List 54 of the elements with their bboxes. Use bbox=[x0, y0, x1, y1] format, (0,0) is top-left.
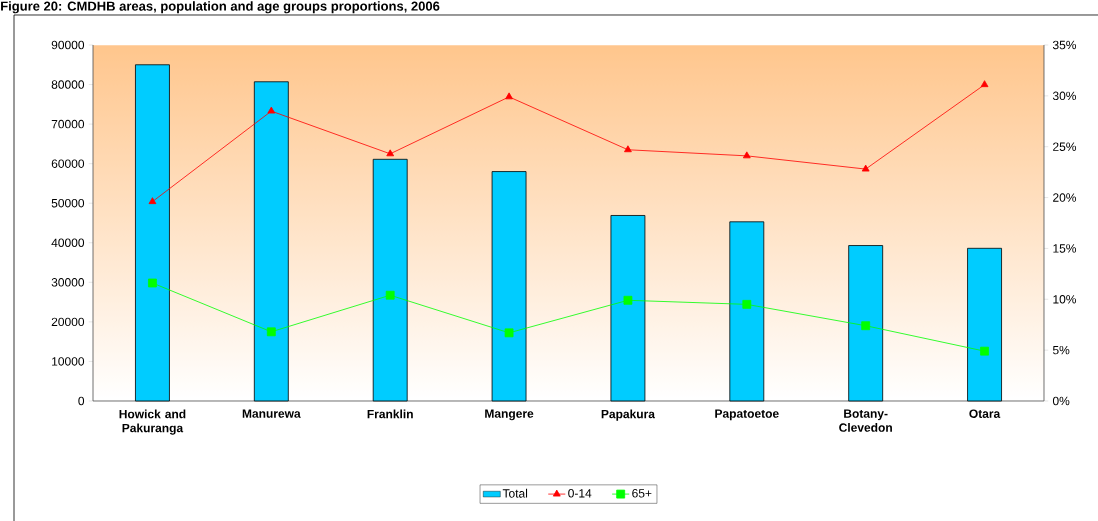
x-tick-label: Botany-Clevedon bbox=[839, 409, 892, 432]
bar bbox=[729, 221, 765, 402]
bar bbox=[253, 81, 289, 402]
chart-title: Figure 20: CMDHB areas, population and age groups proportions, 2006 bbox=[1, 1, 440, 14]
point bbox=[980, 80, 989, 88]
y-tick-label: 80000 bbox=[51, 80, 85, 89]
x-tick-label: Papatoetoe bbox=[715, 409, 779, 421]
legend-label: Total bbox=[502, 488, 528, 498]
y-tick-label: 70000 bbox=[51, 119, 85, 129]
y2-tick-label: 25% bbox=[1053, 142, 1077, 151]
y-tick-label: 60000 bbox=[51, 159, 85, 168]
point bbox=[267, 106, 276, 114]
y2-tick-label: 30% bbox=[1052, 91, 1077, 101]
point bbox=[386, 149, 395, 157]
legend-label: 65+ bbox=[632, 489, 652, 498]
bar bbox=[372, 158, 408, 402]
point bbox=[148, 197, 157, 205]
x-tick-label: Manurewa bbox=[242, 409, 301, 418]
bar bbox=[491, 171, 527, 402]
point bbox=[266, 327, 276, 337]
y2-tick-label: 15% bbox=[1053, 244, 1077, 253]
x-tick-label: Mangere bbox=[485, 409, 534, 421]
x-tick-label: Otara bbox=[969, 409, 1001, 418]
point bbox=[742, 299, 752, 309]
bar bbox=[967, 247, 1002, 402]
point bbox=[623, 295, 633, 305]
x-tick-label: Franklin bbox=[367, 409, 413, 419]
point bbox=[504, 328, 514, 338]
point bbox=[505, 92, 513, 100]
x-tick-label: Howick and Pakuranga bbox=[119, 409, 186, 435]
y-tick-label: 0 bbox=[78, 396, 85, 406]
bar bbox=[848, 245, 884, 402]
y2-tick-label: 20% bbox=[1053, 193, 1077, 202]
x-tick-label: Papakura bbox=[601, 409, 656, 421]
bar bbox=[610, 215, 646, 402]
y2-tick-label: 35% bbox=[1052, 40, 1077, 50]
point bbox=[861, 164, 870, 172]
legend-label: 0-14 bbox=[568, 489, 592, 498]
point bbox=[624, 145, 632, 153]
y-tick-label: 50000 bbox=[51, 198, 85, 208]
y-tick-label: 10000 bbox=[52, 357, 85, 366]
point bbox=[148, 278, 157, 288]
y-tick-label: 40000 bbox=[51, 238, 85, 248]
y2-tick-label: 5% bbox=[1052, 345, 1070, 355]
point bbox=[980, 346, 989, 356]
point bbox=[742, 151, 751, 159]
bar bbox=[135, 64, 170, 402]
y-tick-label: 30000 bbox=[51, 278, 85, 287]
y-tick-label: 20000 bbox=[51, 317, 85, 327]
point bbox=[861, 321, 871, 331]
y-tick-label: 90000 bbox=[51, 40, 85, 50]
y2-tick-label: 0% bbox=[1052, 396, 1070, 406]
y2-tick-label: 10% bbox=[1053, 295, 1077, 304]
point bbox=[385, 290, 395, 300]
